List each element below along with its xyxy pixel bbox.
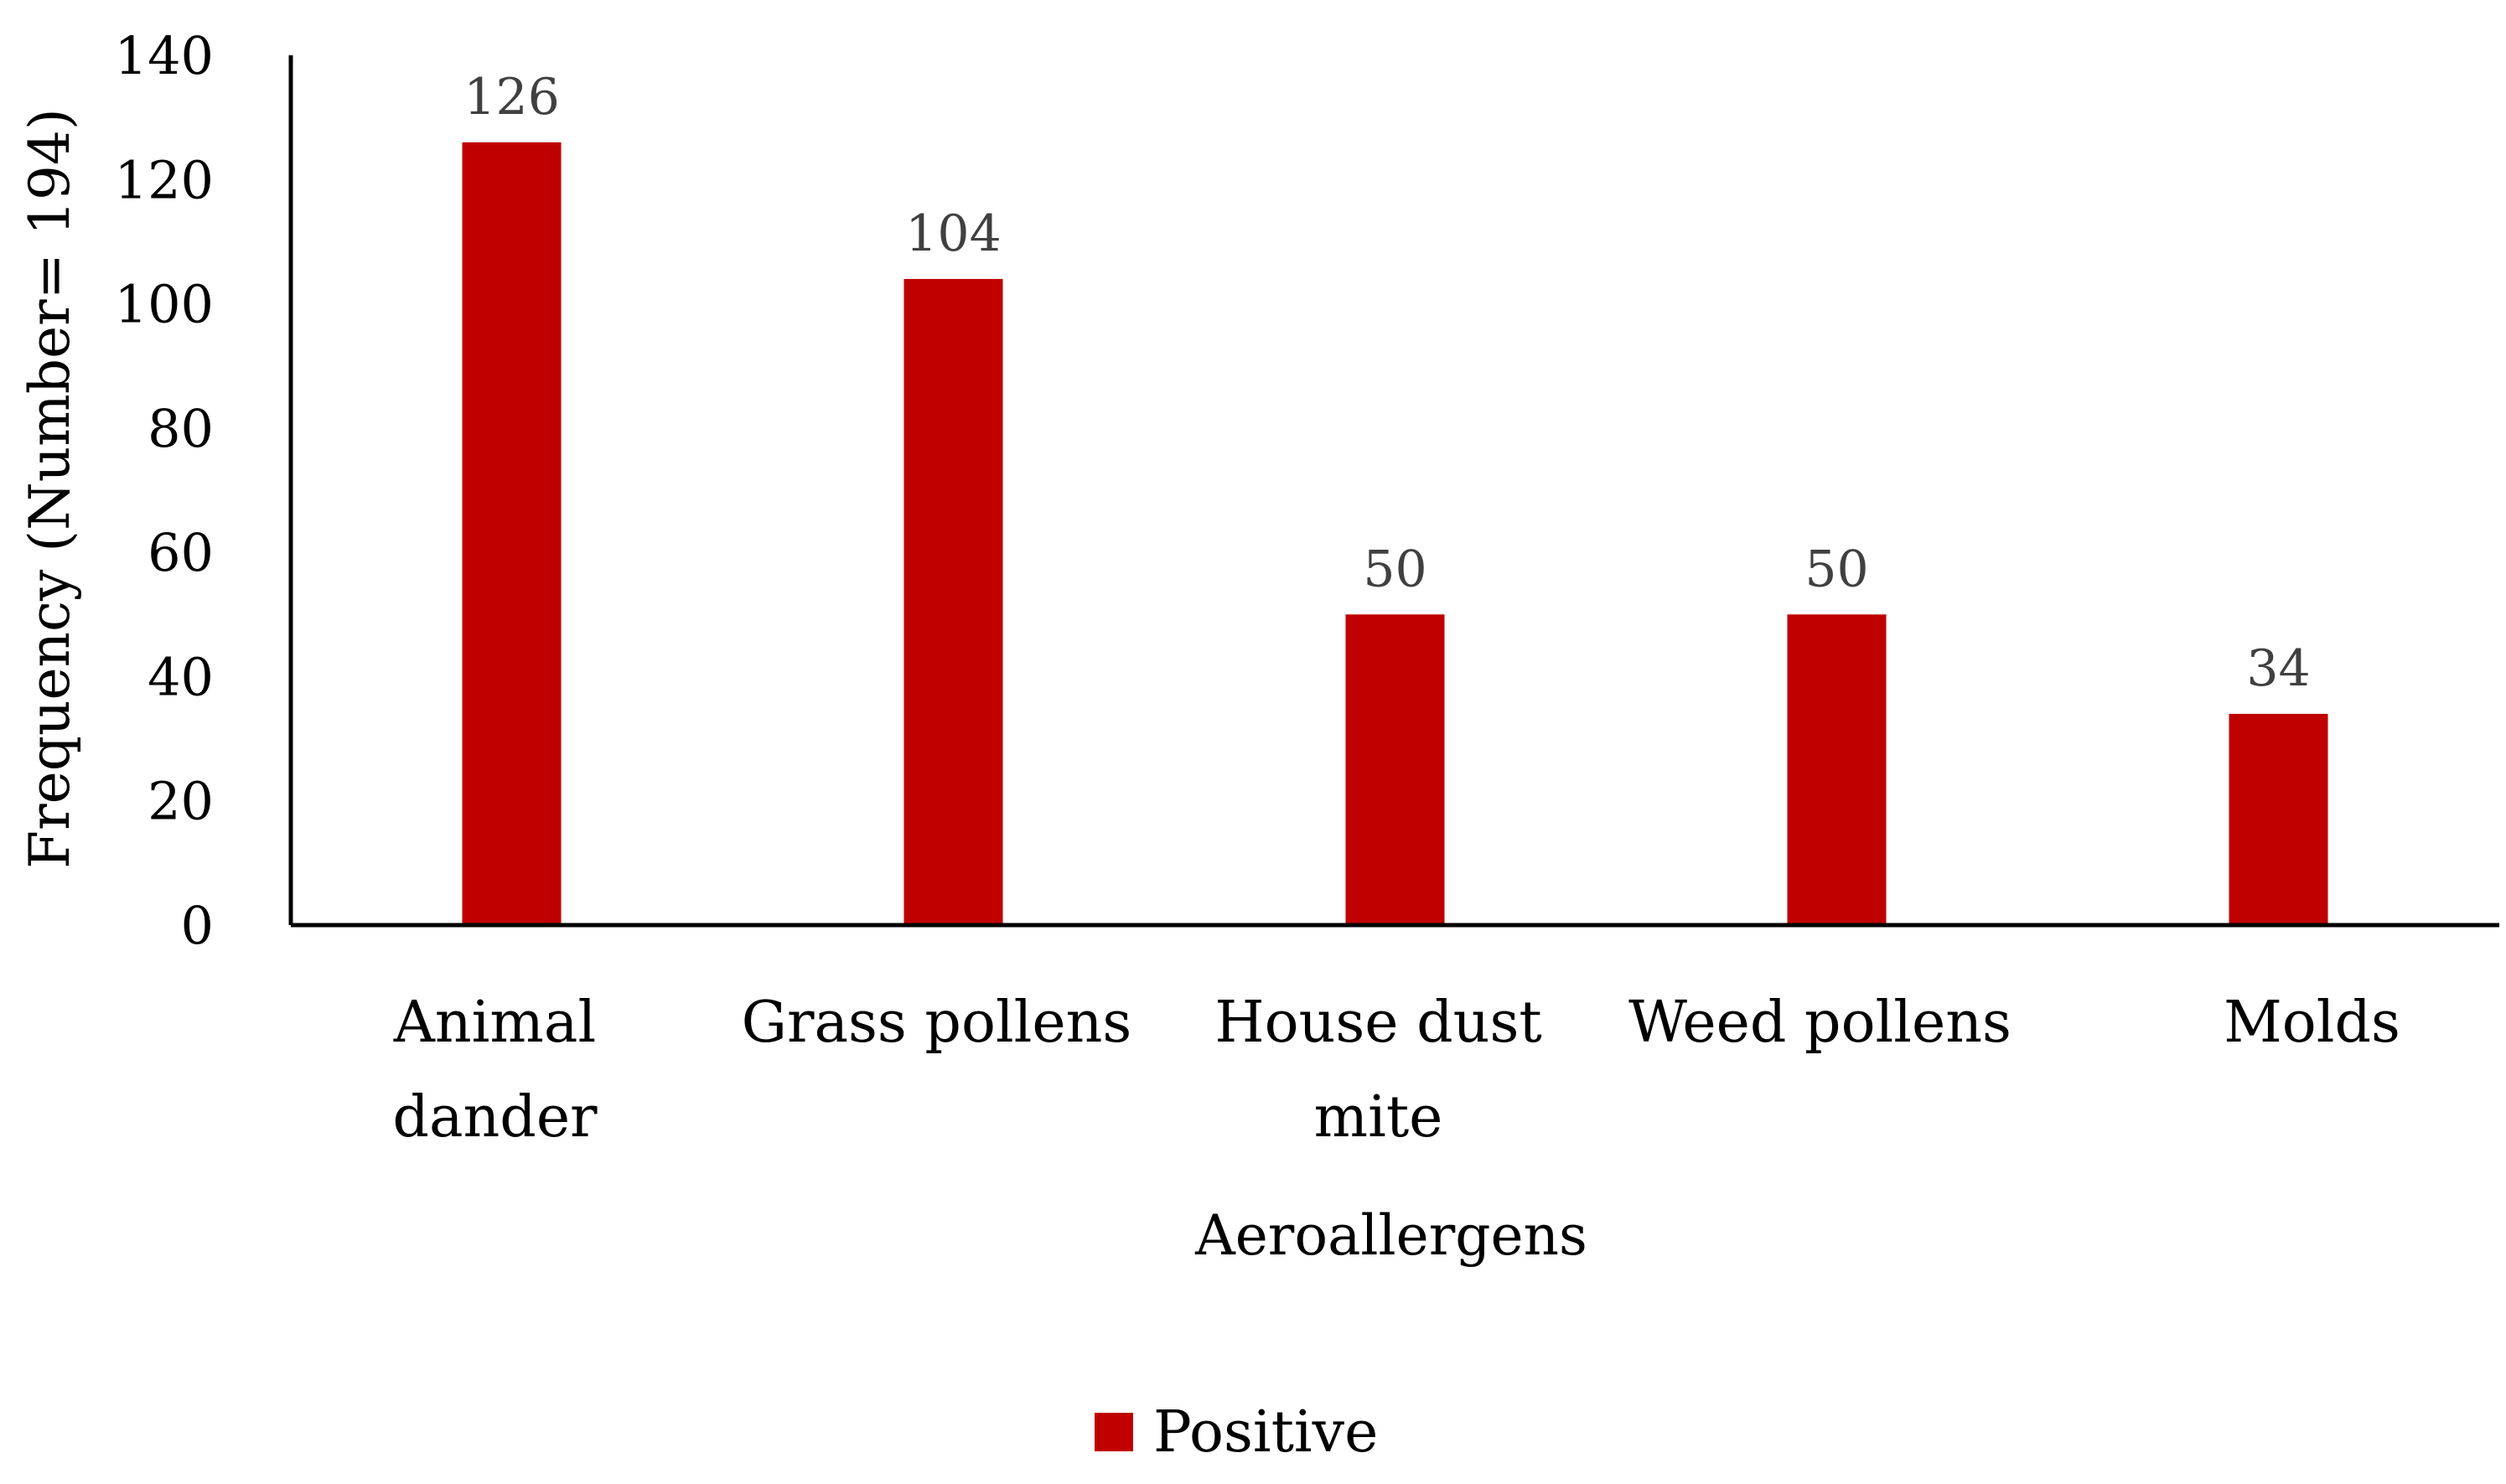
data-label: 50 — [1804, 540, 1868, 598]
y-tick-label: 100 — [115, 274, 214, 335]
bar-grass-pollens — [904, 278, 1003, 925]
x-axis-title: Aeroallergens — [1194, 1203, 1587, 1268]
y-tick-label: 20 — [148, 771, 214, 832]
bar-house-dust-mite — [1345, 614, 1445, 925]
y-tick-label: 80 — [148, 398, 214, 459]
x-tick-label: Grass pollens — [742, 990, 1132, 1056]
legend-label-positive: Positive — [1153, 1399, 1378, 1466]
legend: Positive — [1095, 1399, 1378, 1466]
data-label: 34 — [2246, 639, 2310, 698]
y-axis-title: Frequency (Number= 194) — [18, 108, 82, 868]
y-tick-label: 40 — [148, 646, 214, 707]
data-label: 104 — [905, 204, 1002, 263]
x-tick-label: Molds — [2224, 990, 2400, 1056]
data-label: 50 — [1363, 540, 1426, 598]
bar-animal-dander — [462, 142, 562, 926]
x-tick-label: Animal dander — [392, 990, 598, 1150]
bar-weed-pollens — [1787, 614, 1887, 925]
x-tick-label: Weed pollens — [1628, 990, 2012, 1056]
data-labels: 126 104 50 50 34 — [463, 68, 2310, 698]
y-tick-label: 60 — [148, 522, 214, 583]
bars — [462, 142, 2328, 926]
x-tick-label: House dust mite — [1214, 990, 1541, 1150]
y-axis-ticks: 0 20 40 60 80 100 120 140 — [115, 25, 214, 956]
bar-molds — [2229, 713, 2328, 925]
y-axis-title-group: Frequency (Number= 194) — [18, 108, 82, 868]
x-axis-category-labels: Animal dander Grass pollens House dust mite W… — [392, 990, 2400, 1150]
legend-swatch-positive — [1095, 1413, 1133, 1451]
data-label: 126 — [463, 68, 560, 127]
y-tick-label: 0 — [181, 895, 214, 956]
y-tick-label: 120 — [115, 149, 214, 210]
y-tick-label: 140 — [115, 25, 214, 86]
